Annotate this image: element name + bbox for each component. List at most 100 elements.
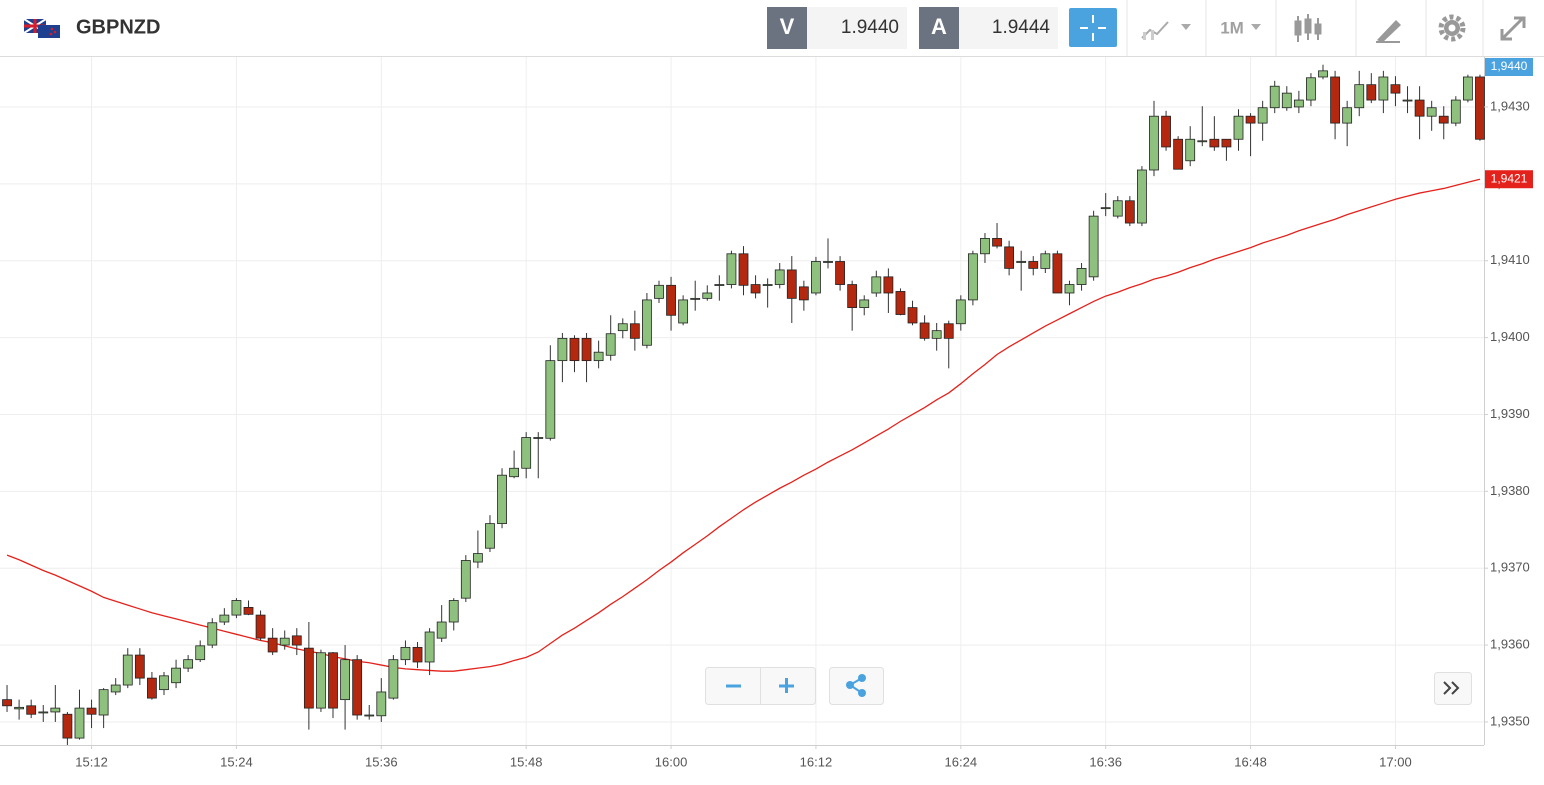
candle-body — [1112, 200, 1123, 217]
x-tick-label: 16:36 — [1089, 754, 1122, 769]
candle-body — [931, 330, 942, 339]
candle-body — [98, 689, 109, 716]
x-tick-label: 15:12 — [75, 754, 108, 769]
candle-body — [122, 654, 133, 686]
candle-body — [171, 667, 181, 684]
candle-body — [1390, 84, 1401, 94]
fullscreen-button[interactable] — [1500, 16, 1526, 41]
candle-body — [316, 652, 326, 709]
axis-labels: 1,9350 1,9360 1,9370 1,9380 1,9390 1,9400 1,94… — [75, 58, 1533, 769]
candle-body — [569, 337, 580, 362]
candle-body — [134, 654, 145, 679]
candle-body — [883, 276, 894, 294]
x-tick-label: 16:48 — [1234, 754, 1267, 769]
candle-body — [714, 284, 725, 286]
candle-body — [811, 261, 821, 294]
candle-body — [1173, 138, 1184, 170]
candle-body — [1245, 115, 1256, 124]
candle-body — [1197, 140, 1208, 143]
candle-body — [267, 637, 278, 653]
candle-body — [400, 646, 411, 661]
candle-body — [1209, 138, 1220, 148]
candle-body — [1064, 284, 1075, 294]
candle-body — [2, 699, 12, 707]
chart-type-button[interactable] — [1141, 21, 1191, 40]
buy-price-box — [959, 7, 1058, 49]
candle-body — [642, 299, 652, 346]
candle-body — [1366, 84, 1377, 101]
settings-button[interactable] — [1438, 14, 1466, 42]
candle-body — [980, 238, 990, 255]
zoom-in-button[interactable] — [779, 678, 794, 693]
candle-body — [1257, 107, 1268, 124]
last-price-box — [1485, 58, 1533, 76]
candle-body — [110, 684, 121, 693]
candle-body — [678, 299, 689, 324]
candle-body — [774, 269, 785, 285]
candle-body — [533, 437, 544, 439]
scroll-latest-button[interactable] — [1434, 672, 1472, 705]
candle-body — [1040, 253, 1051, 269]
sell-label: V — [780, 14, 795, 39]
candle-body — [1402, 99, 1413, 102]
last-price-label: 1,9440 — [1491, 59, 1528, 73]
candle-body — [859, 299, 870, 309]
candle-body — [521, 437, 532, 469]
candle-body — [1233, 115, 1244, 140]
x-tick-label: 16:12 — [800, 754, 833, 769]
buy-box[interactable]: A 1.9444 — [919, 7, 1058, 49]
candle-body — [823, 261, 833, 263]
candle-body — [509, 467, 520, 478]
buy-price: 1.9444 — [992, 17, 1051, 38]
candle-body — [762, 284, 773, 286]
candle-body — [38, 711, 49, 714]
candle-body — [255, 614, 266, 639]
x-tick-label: 16:24 — [945, 754, 978, 769]
draw-tool-button[interactable] — [1376, 20, 1401, 43]
candle-body — [159, 675, 169, 691]
sell-box[interactable]: V 1.9440 — [767, 7, 907, 49]
candle-body — [907, 307, 918, 324]
candle-body — [412, 646, 423, 663]
sell-price: 1.9440 — [841, 17, 899, 38]
crosshair-button[interactable] — [1069, 8, 1117, 47]
candle-type-button[interactable] — [1294, 14, 1322, 42]
candle-body — [1016, 261, 1027, 263]
y-tick-label: 1,9380 — [1490, 483, 1530, 498]
x-tick-label: 17:00 — [1379, 754, 1412, 769]
ma-layer — [6, 178, 1481, 672]
candle-body — [147, 677, 157, 699]
zoom-controls — [705, 667, 816, 705]
x-tick-label: 16:00 — [655, 754, 688, 769]
toolbar-separators — [1126, 0, 1484, 56]
candle-body — [231, 600, 242, 616]
candles — [2, 64, 1485, 745]
candle-body — [545, 360, 556, 439]
candle-body — [1269, 85, 1280, 109]
candle-body — [581, 337, 592, 362]
buy-badge — [919, 7, 959, 49]
candle-body — [26, 705, 37, 715]
candle-body — [1426, 107, 1437, 117]
candle-body — [279, 637, 290, 646]
candle-body — [448, 600, 459, 623]
candle-body — [895, 291, 906, 315]
candle-body — [726, 253, 737, 285]
candle-body — [243, 607, 254, 615]
x-tick-label: 15:24 — [220, 754, 253, 769]
candle-body — [1052, 253, 1063, 294]
candle-body — [328, 652, 338, 709]
share-button[interactable] — [829, 667, 884, 705]
candle-body — [955, 299, 966, 325]
y-tick-label: 1,9350 — [1490, 713, 1530, 728]
x-tick-label: 15:36 — [365, 754, 398, 769]
candle-body — [1378, 76, 1389, 101]
candle-body — [617, 323, 628, 332]
candle-body — [1149, 115, 1159, 171]
candle-body — [497, 474, 507, 525]
timeframe-button[interactable]: 1M — [1220, 18, 1261, 37]
grid — [0, 57, 1484, 745]
candle-body — [460, 560, 471, 599]
candle-body — [1450, 99, 1461, 124]
